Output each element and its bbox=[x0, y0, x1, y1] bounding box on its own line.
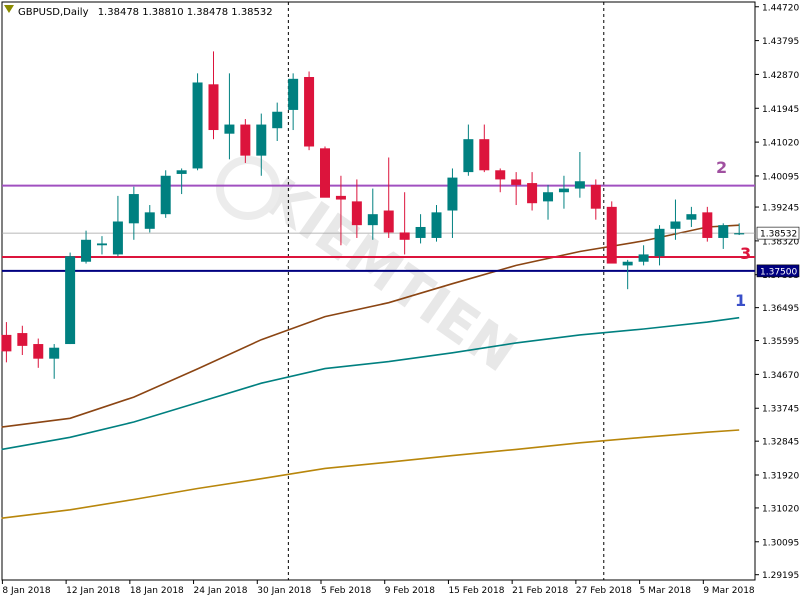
level-number-3: 3 bbox=[740, 244, 751, 263]
candle-body bbox=[654, 228, 665, 257]
level-number-1: 1 bbox=[735, 291, 746, 310]
candle-body bbox=[1, 334, 12, 352]
candle-body bbox=[447, 177, 458, 211]
y-tick-label: 1.38320 bbox=[762, 237, 799, 247]
x-tick-label: 30 Jan 2018 bbox=[257, 586, 311, 596]
level-1-price-label: 1.37500 bbox=[760, 267, 797, 277]
candle-body bbox=[320, 148, 330, 198]
candle-body bbox=[112, 221, 123, 255]
candle-body bbox=[590, 184, 601, 209]
y-tick-label: 1.36495 bbox=[762, 304, 799, 314]
y-tick-label: 1.44720 bbox=[762, 3, 799, 13]
candle-body bbox=[670, 221, 681, 229]
candle-body bbox=[272, 111, 283, 129]
chart-header-arrow-icon bbox=[4, 5, 14, 13]
candle-body bbox=[144, 212, 155, 229]
x-tick-label: 24 Jan 2018 bbox=[194, 586, 248, 596]
candle-body bbox=[479, 139, 490, 171]
candle-body bbox=[399, 232, 410, 240]
level-1-price-box bbox=[756, 264, 800, 278]
candle-body bbox=[718, 225, 729, 238]
y-tick-label: 1.41020 bbox=[762, 139, 799, 149]
y-tick-label: 1.29195 bbox=[762, 571, 799, 581]
candle-body bbox=[160, 175, 171, 215]
x-tick-label: 18 Jan 2018 bbox=[130, 586, 184, 596]
y-tick-label: 1.34670 bbox=[762, 371, 799, 381]
x-tick-label: 15 Feb 2018 bbox=[448, 586, 504, 596]
candle-body bbox=[33, 344, 44, 359]
candle-body bbox=[511, 179, 522, 185]
level-number-2: 2 bbox=[716, 158, 727, 177]
y-tick-label: 1.31020 bbox=[762, 504, 799, 514]
candle-body bbox=[606, 206, 617, 264]
candle-body bbox=[208, 84, 219, 131]
candle-body bbox=[638, 254, 649, 262]
candle-body bbox=[622, 261, 633, 266]
x-tick-label: 5 Feb 2018 bbox=[321, 586, 372, 596]
candle-body bbox=[383, 210, 394, 233]
candle-body bbox=[304, 76, 315, 147]
x-tick-label: 9 Feb 2018 bbox=[385, 586, 436, 596]
candle-body bbox=[17, 333, 28, 346]
candle-body bbox=[431, 212, 442, 238]
symbol-label: GBPUSD,Daily bbox=[18, 7, 89, 18]
candle-body bbox=[224, 124, 235, 134]
candle-body bbox=[367, 214, 378, 226]
candle-body bbox=[527, 183, 538, 204]
moving-average-mid bbox=[1, 316, 740, 451]
x-tick-label: 8 Jan 2018 bbox=[2, 586, 50, 596]
x-tick-label: 5 Mar 2018 bbox=[640, 586, 692, 596]
candle-body bbox=[463, 139, 474, 173]
candle-body bbox=[288, 78, 299, 110]
ohlc-values: 1.38478 1.38810 1.38478 1.38532 bbox=[98, 7, 273, 18]
y-tick-label: 1.40095 bbox=[762, 172, 799, 182]
x-tick-label: 21 Feb 2018 bbox=[512, 586, 568, 596]
candle-body bbox=[351, 201, 362, 226]
y-tick-label: 1.32845 bbox=[762, 438, 799, 448]
moving-average-fast bbox=[1, 224, 740, 428]
candle-body bbox=[96, 243, 107, 246]
y-tick-label: 1.35595 bbox=[762, 337, 799, 347]
candle-body bbox=[543, 192, 554, 202]
candle-body bbox=[702, 212, 713, 238]
plot-frame bbox=[1, 1, 756, 581]
watermark-circle-icon bbox=[216, 156, 280, 220]
candle-body bbox=[176, 170, 187, 174]
candle-body bbox=[686, 214, 697, 220]
x-tick-label: 27 Feb 2018 bbox=[576, 586, 632, 596]
current-price-label: 1.38532 bbox=[760, 230, 797, 240]
y-tick-label: 1.30095 bbox=[762, 538, 799, 548]
chart-header: GBPUSD,Daily 1.38478 1.38810 1.38478 1.3… bbox=[18, 7, 273, 18]
y-tick-label: 1.43795 bbox=[762, 37, 799, 47]
candle-body bbox=[192, 82, 203, 169]
candle-body bbox=[128, 194, 139, 224]
candle-body bbox=[415, 226, 426, 238]
candle-body bbox=[81, 239, 92, 262]
y-tick-label: 1.31920 bbox=[762, 472, 799, 482]
y-tick-label: 1.41945 bbox=[762, 105, 799, 115]
candle-body bbox=[335, 195, 346, 200]
candle-body bbox=[558, 188, 569, 193]
candles bbox=[1, 51, 745, 379]
x-tick-label: 9 Mar 2018 bbox=[703, 586, 755, 596]
candle-body bbox=[256, 124, 267, 156]
candle-body bbox=[49, 347, 60, 359]
candle-body bbox=[734, 233, 745, 235]
x-tick-label: 12 Jan 2018 bbox=[66, 586, 120, 596]
candle-body bbox=[65, 256, 76, 345]
y-tick-label: 1.39245 bbox=[762, 204, 799, 214]
candle-body bbox=[240, 124, 251, 156]
candle-body bbox=[574, 181, 585, 189]
moving-average-slow bbox=[1, 429, 740, 519]
candle-body bbox=[495, 170, 506, 180]
y-tick-label: 1.33745 bbox=[762, 405, 799, 415]
current-price-box bbox=[756, 226, 800, 240]
y-tick-label: 1.42870 bbox=[762, 71, 799, 81]
